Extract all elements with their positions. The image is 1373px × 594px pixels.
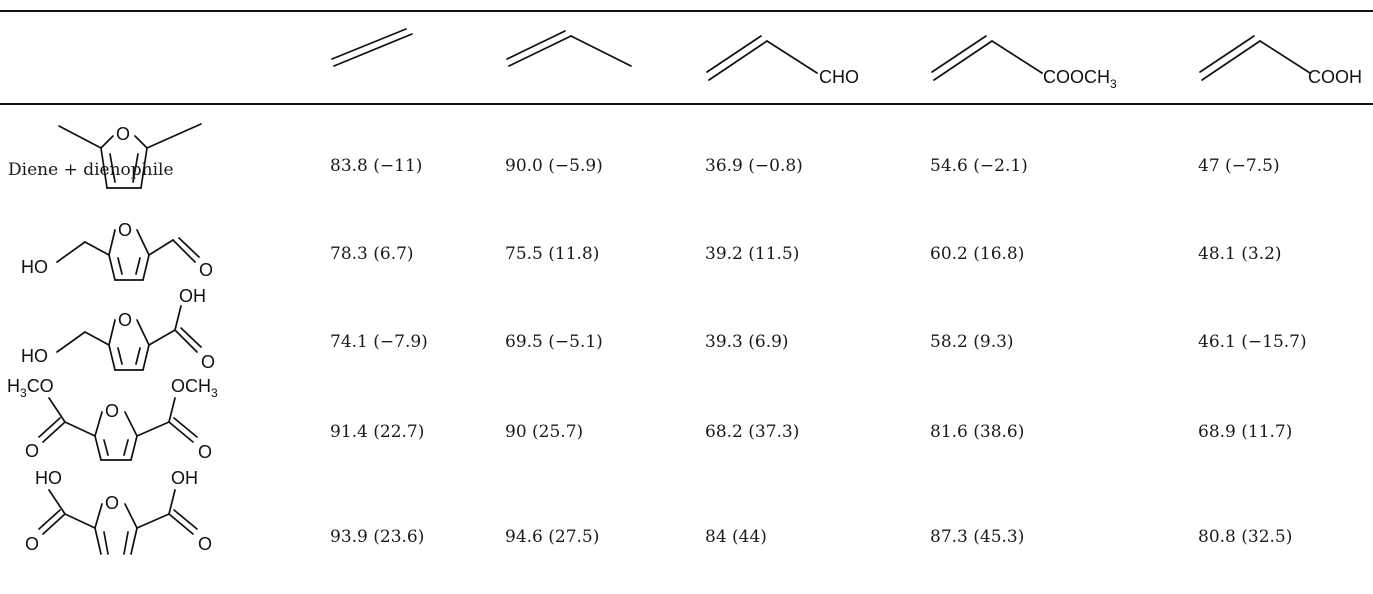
table-cell: 36.9 (−0.8) (705, 156, 803, 176)
diene-hmfa-structure: HO O OH O (21, 286, 215, 372)
svg-text:OCH3: OCH3 (171, 376, 218, 400)
svg-text:O: O (105, 493, 119, 513)
table-cell: 58.2 (9.3) (930, 332, 1014, 352)
svg-text:O: O (25, 534, 39, 554)
diene-hmf-structure: HO O O (21, 220, 213, 281)
table-cell: 80.8 (32.5) (1198, 527, 1293, 547)
table-cell: 75.5 (11.8) (505, 244, 600, 264)
table-cell: 78.3 (6.7) (330, 244, 414, 264)
svg-text:O: O (105, 401, 119, 421)
table-cell: 93.9 (23.6) (330, 527, 425, 547)
dienophile-acrylic-acid-structure: COOH (1199, 35, 1362, 87)
svg-text:O: O (198, 534, 212, 554)
table-cell: 46.1 (−15.7) (1198, 332, 1307, 352)
table-cell: 90 (25.7) (505, 422, 584, 442)
header-diene-dienophile-label: Diene + dienophile (8, 160, 174, 180)
table-cell: 81.6 (38.6) (930, 422, 1025, 442)
svg-text:HO: HO (21, 257, 48, 277)
table-cell: 69.5 (−5.1) (505, 332, 603, 352)
acrolein-cho-label: CHO (819, 67, 859, 87)
table-cell: 84 (44) (705, 527, 767, 547)
dienophile-acrolein-structure: CHO (706, 35, 859, 87)
table-cell: 90.0 (−5.9) (505, 156, 603, 176)
svg-text:O: O (118, 310, 132, 330)
svg-text:OH: OH (179, 286, 206, 306)
table-cell: 87.3 (45.3) (930, 527, 1025, 547)
svg-text:O: O (25, 441, 39, 461)
table-cell: 60.2 (16.8) (930, 244, 1025, 264)
table-cell: 74.1 (−7.9) (330, 332, 428, 352)
dienophile-propene-structure (506, 30, 632, 67)
svg-text:O: O (201, 352, 215, 372)
table-cell: 68.2 (37.3) (705, 422, 800, 442)
table-cell: 48.1 (3.2) (1198, 244, 1282, 264)
diene-fdme-structure: H3CO O O OCH3 O (7, 376, 218, 462)
svg-text:H3CO: H3CO (7, 376, 54, 400)
diene-fdca-structure: HO O O OH O (25, 468, 212, 555)
svg-text:O: O (198, 442, 212, 462)
diene-dimethylfuran-structure: O (58, 123, 202, 189)
svg-text:HO: HO (21, 346, 48, 366)
table-cell: 83.8 (−11) (330, 156, 423, 176)
table-cell: 68.9 (11.7) (1198, 422, 1293, 442)
table-header-rule (0, 103, 1373, 105)
svg-text:O: O (116, 124, 130, 144)
svg-text:HO: HO (35, 468, 62, 488)
methyl-acrylate-label: COOCH3 (1043, 67, 1117, 91)
table-cell: 54.6 (−2.1) (930, 156, 1028, 176)
table-cell: 39.3 (6.9) (705, 332, 789, 352)
table-cell: 91.4 (22.7) (330, 422, 425, 442)
table-cell: 94.6 (27.5) (505, 527, 600, 547)
table-cell: 39.2 (11.5) (705, 244, 800, 264)
svg-text:O: O (118, 220, 132, 240)
svg-text:O: O (199, 260, 213, 280)
table-cell: 47 (−7.5) (1198, 156, 1280, 176)
dienophile-methyl-acrylate-structure: COOCH3 (931, 35, 1117, 91)
acrylic-acid-cooh-label: COOH (1308, 67, 1362, 87)
svg-text:OH: OH (171, 468, 198, 488)
table-top-rule (0, 10, 1373, 12)
dienophile-ethylene-structure (331, 28, 413, 67)
